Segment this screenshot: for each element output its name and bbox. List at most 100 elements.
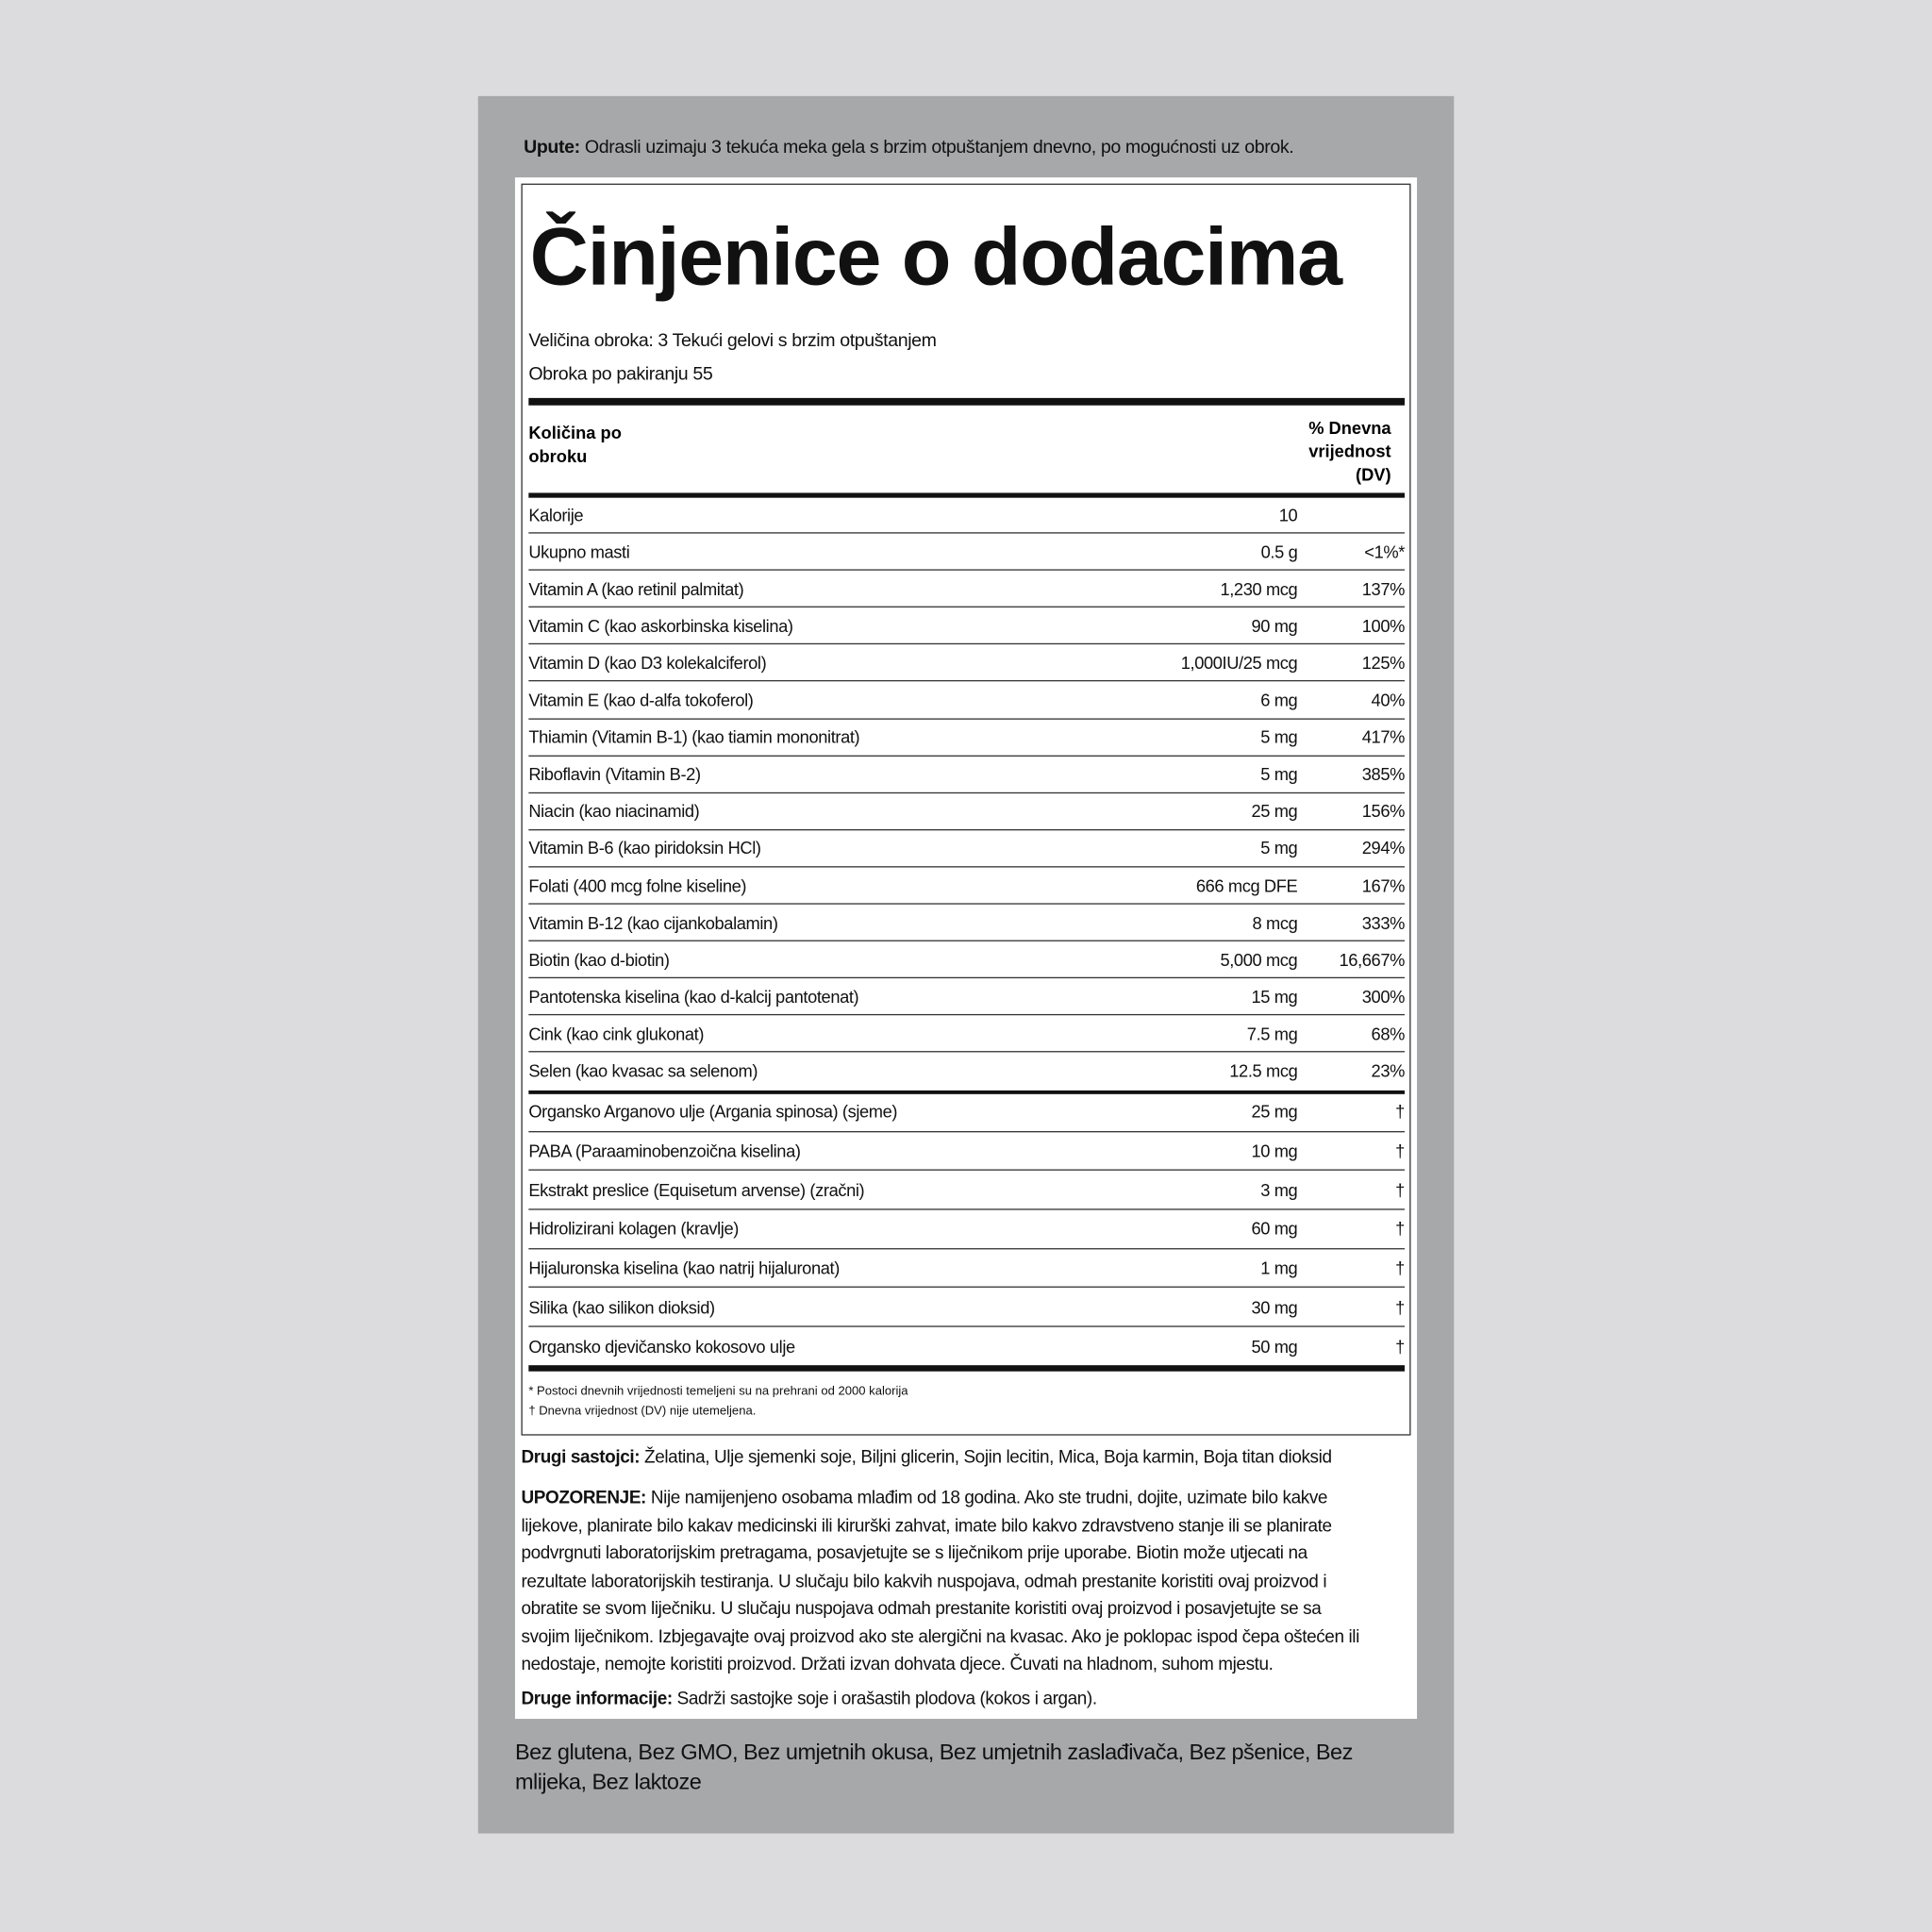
row: Selen (kao kvasac sa selenom) 12.5 mcg 23% (528, 1053, 1405, 1089)
row: Silika (kao silikon dioksid) 30 mg † (528, 1289, 1405, 1327)
row: Hijaluronska kiselina (kao natrij hijalu… (528, 1249, 1405, 1289)
amount: 5,000 mcg (1220, 949, 1298, 970)
row: Vitamin C (kao askorbinska kiselina) 90 m… (528, 608, 1405, 645)
daily-value: 300% (1361, 986, 1406, 1007)
label: Druge informacije: (521, 1689, 673, 1709)
row: Kalorije 10 (528, 496, 1405, 534)
amount: 6 mg (1260, 690, 1298, 710)
nutrient: Pantotenska kiselina (kao d-kalcij panto… (528, 986, 859, 1007)
amount: 15 mg (1251, 986, 1298, 1007)
row: Folati (400 mcg folne kiseline) 666 mcg D… (528, 868, 1405, 905)
row: Ukupno masti 0.5 g <1%* (528, 534, 1405, 571)
amount: 5 mg (1260, 726, 1298, 747)
daily-value: † (1395, 1297, 1405, 1318)
daily-value: <1%* (1364, 541, 1405, 562)
nutrient: Vitamin D (kao D3 kolekalciferol) (528, 653, 767, 674)
amount: 8 mcg (1252, 912, 1298, 933)
row: Vitamin B-12 (kao cijankobalamin) 8 mcg 33… (528, 905, 1406, 942)
amount: 60 mg (1251, 1219, 1298, 1240)
free-from: Bez glutena, Bez GMO, Bez umjetnih okusa… (514, 1740, 1353, 1794)
row: Hidrolizirani kolagen (kravlje) 60 mg † (528, 1210, 1405, 1250)
row: PABA (Paraaminobenzoična kiselina) 10 mg † (528, 1132, 1405, 1172)
daily-value: 137% (1361, 578, 1406, 599)
daily-value: † (1395, 1179, 1405, 1200)
amount: 666 mcg DFE (1195, 875, 1298, 895)
amount: 10 mg (1251, 1141, 1298, 1161)
nutrient: Ekstrakt preslice (Equisetum arvense) (z… (528, 1179, 865, 1200)
daily-value: 167% (1361, 875, 1406, 895)
amount: 25 mg (1251, 801, 1298, 822)
amount: 0.5 g (1260, 541, 1298, 562)
row: Vitamin E (kao d-alfa tokoferol) 6 mg 40% (528, 682, 1406, 720)
row: Vitamin D (kao D3 kolekalciferol) 1,000IU… (528, 645, 1405, 682)
row: Vitamin A (kao retinil palmitat) 1,230 mc… (528, 571, 1405, 608)
nutrient: Vitamin E (kao d-alfa tokoferol) (528, 690, 754, 710)
nutrient: Ukupno masti (528, 541, 630, 562)
facts-box: Činjenice o dodacima Veličina obroka: 3 … (521, 183, 1411, 1436)
nutrient: Organsko djevičansko kokosovo ulje (528, 1336, 795, 1357)
bar (528, 1090, 1405, 1094)
amount: 10 (1278, 504, 1298, 525)
daily-value: 68% (1371, 1024, 1406, 1044)
row: Riboflavin (Vitamin B-2) 5 mg 385% (528, 757, 1405, 793)
amount: 90 mg (1251, 615, 1298, 636)
directions: Upute: Odrasli uzimaju 3 tekuća meka gel… (524, 136, 1294, 158)
amount: 1,230 mcg (1220, 578, 1298, 599)
nutrient: Organsko Arganovo ulje (Argania spinosa)… (528, 1102, 898, 1123)
daily-value: † (1395, 1336, 1405, 1357)
amount: 50 mg (1251, 1336, 1298, 1357)
daily-value: 294% (1361, 838, 1406, 858)
nutrient: Vitamin B-12 (kao cijankobalamin) (528, 912, 778, 933)
row: Niacin (kao niacinamid) 25 mg 156% (528, 793, 1405, 831)
daily-value: 23% (1371, 1060, 1406, 1081)
row: Organsko djevičansko kokosovo ulje 50 mg † (528, 1327, 1405, 1365)
daily-value: † (1395, 1102, 1405, 1123)
nutrient: Silika (kao silikon dioksid) (528, 1297, 715, 1318)
amount: 30 mg (1251, 1297, 1298, 1318)
other-ingredients: Drugi sastojci: Želatina, Ulje sjemenki … (521, 1444, 1374, 1472)
nutrient: Thiamin (Vitamin B-1) (kao tiamin mononi… (528, 726, 860, 747)
header-dv: % Dnevna vrijednost (DV) (1308, 417, 1391, 485)
nutrient: Hijaluronska kiselina (kao natrij hijalu… (528, 1257, 840, 1278)
nutrient: Riboflavin (Vitamin B-2) (528, 764, 701, 784)
daily-value: † (1395, 1257, 1405, 1278)
nutrient: Kalorije (528, 504, 584, 525)
footnote: † Dnevna vrijednost (DV) nije utemeljena… (528, 1404, 757, 1419)
nutrient: Hidrolizirani kolagen (kravlje) (528, 1219, 739, 1240)
amount: 25 mg (1251, 1102, 1298, 1123)
amount: 1,000IU/25 mcg (1180, 653, 1298, 674)
row: Ekstrakt preslice (Equisetum arvense) (z… (528, 1171, 1405, 1210)
daily-value: 417% (1361, 726, 1406, 747)
row: Thiamin (Vitamin B-1) (kao tiamin mononi… (528, 719, 1406, 757)
daily-value: 16,667% (1339, 949, 1406, 970)
amount: 1 mg (1260, 1257, 1298, 1278)
daily-value: 385% (1361, 764, 1406, 784)
amount: 5 mg (1260, 838, 1298, 858)
row: Biotin (kao d-biotin) 5,000 mcg 16,667% (528, 941, 1406, 979)
row: Vitamin B-6 (kao piridoksin HCl) 5 mg 294% (528, 830, 1406, 868)
nutrient: Folati (400 mcg folne kiseline) (528, 875, 747, 895)
nutrient: Vitamin B-6 (kao piridoksin HCl) (528, 838, 761, 858)
nutrient: PABA (Paraaminobenzoična kiselina) (528, 1141, 801, 1161)
label: Upute: (524, 136, 580, 158)
amount: 3 mg (1260, 1179, 1298, 1200)
row: Cink (kao cink glukonat) 7.5 mg 68% (528, 1016, 1406, 1054)
row: Organsko Arganovo ulje (Argania spinosa)… (528, 1093, 1405, 1132)
title: Činjenice o dodacima (529, 210, 1342, 302)
text: Sadrži sastojke soje i orašastih plodova… (676, 1689, 1097, 1709)
label: UPOZORENJE: (521, 1488, 646, 1508)
servings: Obroka po pakiranju 55 (528, 363, 713, 385)
daily-value: 125% (1361, 653, 1406, 674)
text: Želatina, Ulje sjemenki soje, Biljni gli… (644, 1447, 1332, 1468)
daily-value: 333% (1361, 912, 1406, 933)
bar (528, 492, 1405, 498)
daily-value: † (1395, 1141, 1405, 1161)
nutrient: Niacin (kao niacinamid) (528, 801, 700, 822)
other-info: Druge informacije: Sadrži sastojke soje … (521, 1686, 1374, 1713)
bar (528, 1365, 1405, 1372)
nutrient: Vitamin C (kao askorbinska kiselina) (528, 615, 793, 636)
amount: 5 mg (1260, 764, 1298, 784)
amount: 7.5 mg (1246, 1024, 1298, 1044)
daily-value: 40% (1371, 690, 1406, 710)
